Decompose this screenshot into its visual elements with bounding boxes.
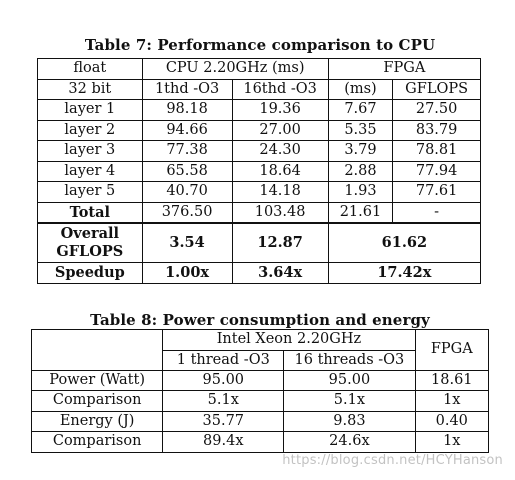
row-label: layer 5 <box>37 181 143 203</box>
table-cell: 35.77 <box>162 410 285 432</box>
table-row: Comparison 5.1x 5.1x 1x <box>30 390 490 412</box>
table-cell: 0.40 <box>414 410 490 432</box>
row-label: layer 1 <box>37 99 143 121</box>
table-row: layer 3 77.38 24.30 3.79 78.81 <box>37 140 481 162</box>
table-cell: 5.1x <box>162 390 285 412</box>
table-cell: 40.70 <box>141 181 233 203</box>
table-cell: 17.42x <box>327 262 482 284</box>
table-row-total: Total 376.50 103.48 21.61 - <box>37 201 481 224</box>
table-cell: 3.79 <box>327 140 394 162</box>
table-cell: 24.6x <box>283 431 416 453</box>
row-label: layer 2 <box>37 119 143 141</box>
table-cell: 83.79 <box>392 119 481 141</box>
table-row: 32 bit 1thd -O3 16thd -O3 (ms) GFLOPS <box>37 78 481 100</box>
header-cell: GFLOPS <box>392 78 481 100</box>
table-row: layer 4 65.58 18.64 2.88 77.94 <box>37 160 481 182</box>
row-label: Speedup <box>37 262 143 284</box>
table-cell: 7.67 <box>327 99 394 121</box>
header-cell: FPGA <box>327 58 482 80</box>
table-cell: 1x <box>414 431 490 453</box>
table-cell: 1.00x <box>141 262 233 284</box>
table-row: Energy (J) 35.77 9.83 0.40 <box>30 410 490 432</box>
table-7-caption: Table 7: Performance comparison to CPU <box>84 36 436 54</box>
table-cell: 2.88 <box>327 160 394 182</box>
table-cell: 95.00 <box>283 369 416 391</box>
header-cell: 1thd -O3 <box>141 78 233 100</box>
header-cell: (ms) <box>327 78 394 100</box>
table-row-overall: Overall GFLOPS 3.54 12.87 61.62 <box>37 222 482 263</box>
row-label: Comparison <box>30 431 164 453</box>
header-cell-empty <box>30 329 164 371</box>
header-cell: 16thd -O3 <box>231 78 329 100</box>
table-row: layer 1 98.18 19.36 7.67 27.50 <box>37 99 481 121</box>
table-8: Intel Xeon 2.20GHz FPGA 1 thread -O3 16 … <box>30 329 490 453</box>
table-row: Comparison 89.4x 24.6x 1x <box>30 431 490 453</box>
table-row: float CPU 2.20GHz (ms) FPGA <box>37 58 482 80</box>
table-cell: 103.48 <box>231 201 329 224</box>
header-cell: Intel Xeon 2.20GHz <box>162 329 416 351</box>
table-cell: 9.83 <box>283 410 416 432</box>
table-cell: 89.4x <box>162 431 285 453</box>
table-cell: 5.35 <box>327 119 394 141</box>
table-cell: 1.93 <box>327 181 394 203</box>
header-cell: float <box>37 58 143 80</box>
table-cell: 77.94 <box>392 160 481 182</box>
row-label: Overall GFLOPS <box>37 222 143 263</box>
row-label: layer 4 <box>37 160 143 182</box>
row-label: Total <box>37 201 143 224</box>
table-cell: 65.58 <box>141 160 233 182</box>
table-row: Intel Xeon 2.20GHz FPGA <box>30 329 490 371</box>
table-cell: - <box>392 201 481 224</box>
table-cell: 1x <box>414 390 490 412</box>
table-row: 1 thread -O3 16 threads -O3 <box>32 349 489 371</box>
header-cell: 16 threads -O3 <box>283 349 416 371</box>
table-row: layer 5 40.70 14.18 1.93 77.61 <box>37 181 481 203</box>
table-cell: 77.61 <box>392 181 481 203</box>
header-cell: 32 bit <box>37 78 143 100</box>
table-cell: 3.64x <box>231 262 329 284</box>
table-row: Power (Watt) 95.00 95.00 18.61 <box>30 369 490 391</box>
table-row-speedup: Speedup 1.00x 3.64x 17.42x <box>37 262 482 284</box>
table-row: layer 2 94.66 27.00 5.35 83.79 <box>37 119 481 141</box>
table-cell: 77.38 <box>141 140 233 162</box>
table-8-caption: Table 8: Power consumption and energy <box>90 311 430 329</box>
row-label: Power (Watt) <box>30 369 164 391</box>
table-cell: 5.1x <box>283 390 416 412</box>
table-cell: 27.00 <box>231 119 329 141</box>
table-cell: 3.54 <box>141 222 233 263</box>
table-7: float CPU 2.20GHz (ms) FPGA 32 bit 1thd … <box>37 58 482 284</box>
table-cell: 95.00 <box>162 369 285 391</box>
table-cell: 18.61 <box>414 369 490 391</box>
table-cell: 21.61 <box>327 201 394 224</box>
table-cell: 376.50 <box>141 201 233 224</box>
table-cell: 94.66 <box>141 119 233 141</box>
header-cell: FPGA <box>414 329 490 371</box>
header-cell: CPU 2.20GHz (ms) <box>141 58 329 80</box>
table-cell: 27.50 <box>392 99 481 121</box>
table-cell: 24.30 <box>231 140 329 162</box>
table-cell: 19.36 <box>231 99 329 121</box>
table-cell: 18.64 <box>231 160 329 182</box>
table-cell: 12.87 <box>231 222 329 263</box>
row-label: Energy (J) <box>30 410 164 432</box>
row-label: Comparison <box>30 390 164 412</box>
row-label: layer 3 <box>37 140 143 162</box>
table-cell: 78.81 <box>392 140 481 162</box>
table-cell: 61.62 <box>327 222 482 263</box>
table-cell: 14.18 <box>231 181 329 203</box>
table-cell: 98.18 <box>141 99 233 121</box>
header-cell: 1 thread -O3 <box>162 349 285 371</box>
watermark: https://blog.csdn.net/HCYHanson <box>282 453 503 468</box>
